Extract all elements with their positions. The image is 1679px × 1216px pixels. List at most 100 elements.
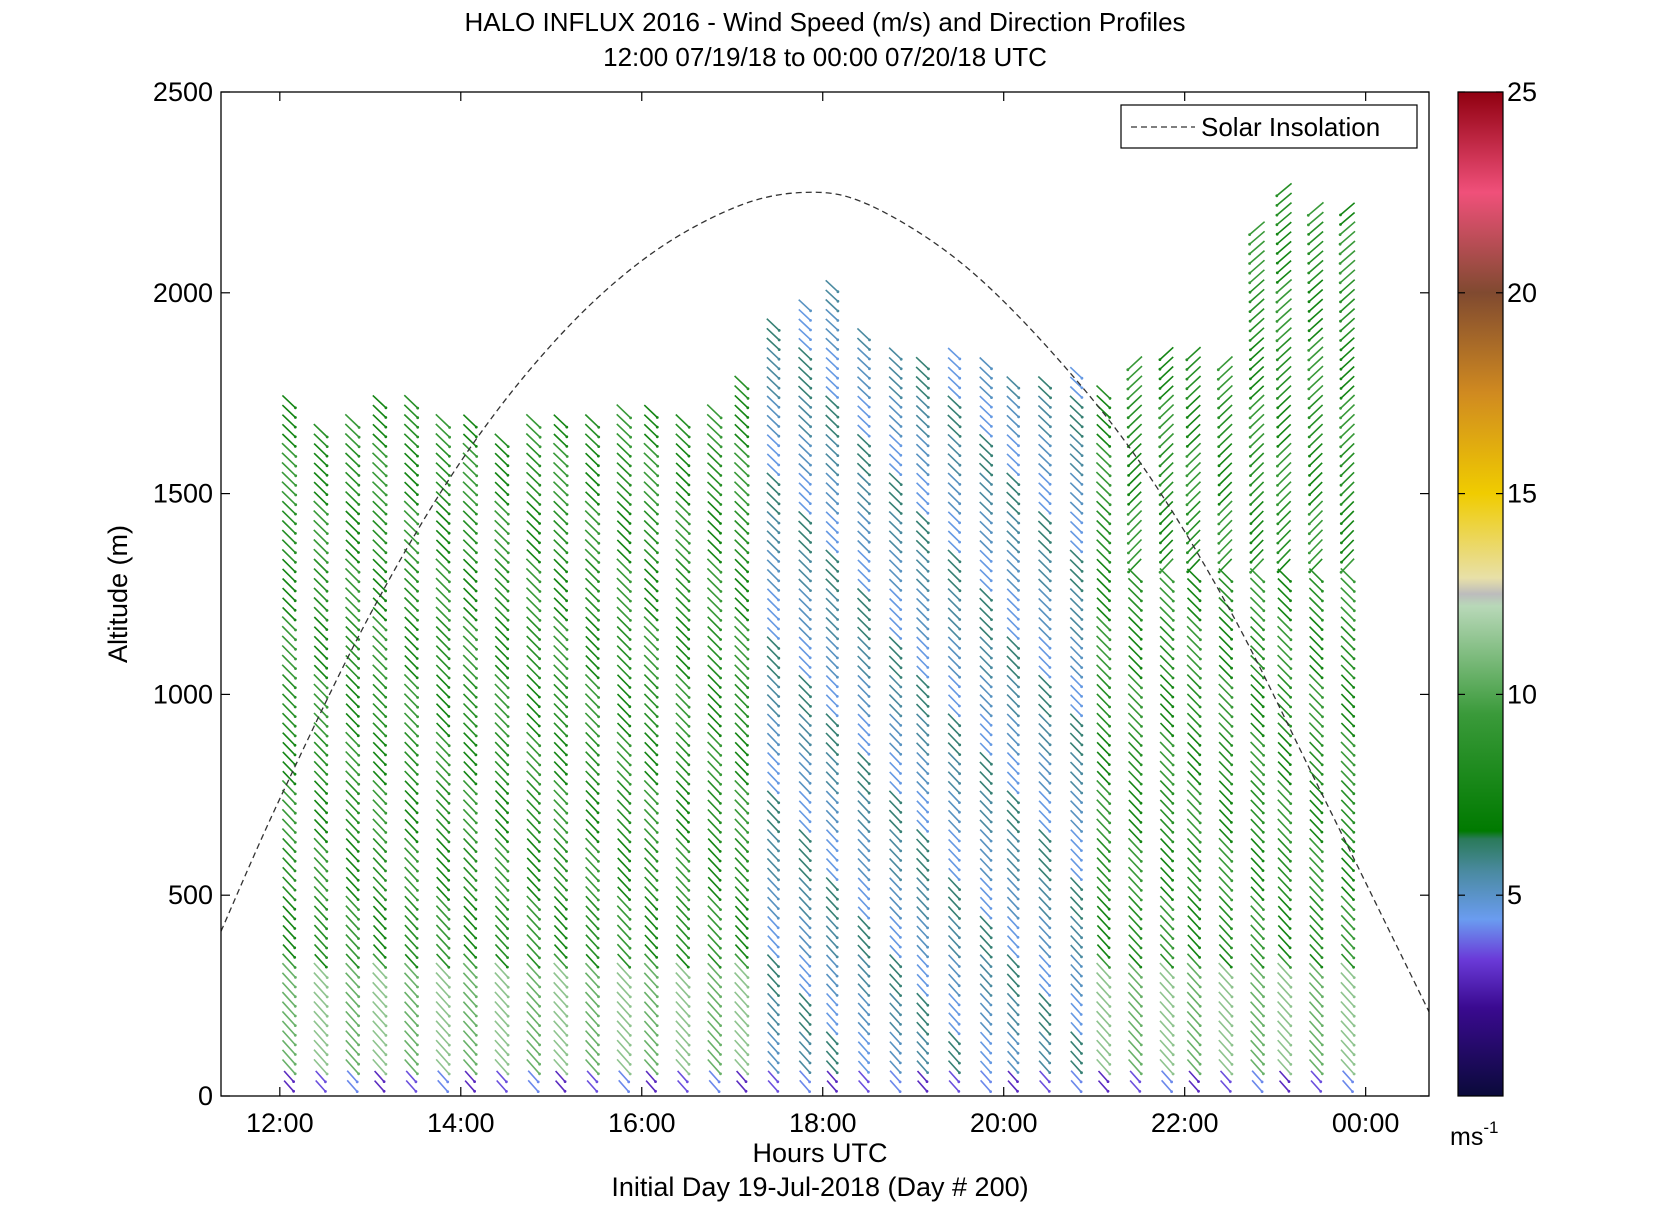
wind-barb [643, 1058, 658, 1075]
wind-barb [1159, 1020, 1174, 1036]
wind-barb [1006, 896, 1019, 910]
wind-barb [345, 866, 359, 881]
wind-barb-head [685, 1080, 689, 1084]
wind-barb [978, 462, 993, 476]
wind-barb-head [925, 1080, 929, 1083]
wind-barb [372, 1029, 387, 1046]
wind-barb-head [1140, 618, 1143, 622]
wind-barb [404, 1001, 419, 1017]
wind-barb [948, 992, 960, 1006]
wind-barb-head [384, 1014, 388, 1018]
wind-barb-head [868, 396, 871, 399]
wind-barb-head [1171, 927, 1175, 931]
wind-barb-head [746, 570, 749, 574]
wind-barb-head [957, 1080, 961, 1084]
wind-barb [1218, 1039, 1233, 1056]
wind-barb-head [809, 415, 812, 419]
wind-barb [1186, 702, 1201, 718]
wind-barb-head [506, 705, 510, 709]
wind-barb-head [357, 647, 360, 651]
wind-barb-head [1048, 482, 1052, 486]
wind-barb [435, 731, 450, 747]
wind-barb-head [506, 715, 510, 719]
wind-barb [798, 337, 812, 350]
wind-barb [345, 520, 360, 534]
wind-barb-head [384, 522, 388, 526]
wind-barb-head [809, 377, 813, 380]
wind-barb [404, 481, 418, 496]
wind-barb [462, 481, 478, 496]
wind-barb [526, 481, 541, 496]
wind-barb [1096, 693, 1111, 708]
wind-barb-head [1139, 869, 1143, 873]
wind-barb-head [1080, 782, 1084, 785]
wind-barb-head [957, 965, 961, 968]
wind-barb [888, 819, 902, 833]
wind-barb [1006, 588, 1019, 601]
wind-barb-head [718, 859, 722, 863]
wind-barb-head [1261, 888, 1265, 892]
wind-barb [1186, 818, 1201, 834]
wind-barb-head [1126, 368, 1130, 372]
wind-barb [1128, 558, 1142, 573]
wind-barb-head [447, 1053, 451, 1057]
wind-barb [345, 645, 360, 660]
wind-barb [1249, 327, 1265, 342]
wind-barb-head [1289, 879, 1292, 882]
wind-barb [675, 962, 690, 979]
wind-barb-head [1170, 1080, 1173, 1084]
wind-barb [552, 452, 568, 467]
wind-barb [494, 876, 509, 891]
wind-barb [616, 962, 631, 979]
wind-barb-head [718, 705, 722, 709]
wind-barb [947, 1060, 960, 1074]
wind-barb-head [447, 705, 451, 709]
wind-barb [1218, 626, 1233, 640]
wind-barb [947, 472, 961, 485]
wind-barb [1038, 848, 1051, 862]
wind-barb [707, 866, 721, 881]
wind-barb [1038, 1021, 1051, 1035]
wind-barb [915, 395, 929, 408]
wind-barb [766, 973, 780, 987]
wind-barb-head [1108, 397, 1112, 400]
wind-barb-head [506, 773, 510, 776]
wind-barb-head [474, 734, 478, 738]
wind-barb [1096, 866, 1110, 882]
wind-barb-head [1198, 1033, 1202, 1037]
wind-barb [734, 1000, 749, 1017]
wind-barb-head [447, 503, 451, 506]
wind-barb-head [505, 1080, 508, 1084]
wind-barb [915, 684, 929, 698]
wind-barb-head [867, 723, 871, 727]
wind-barb-head [384, 638, 388, 642]
wind-barb [1249, 423, 1265, 438]
wind-barb [372, 577, 387, 592]
wind-barb [1159, 674, 1174, 689]
wind-barb-head [655, 936, 659, 940]
wind-barb [643, 461, 659, 477]
wind-barb [345, 895, 360, 911]
wind-barb-head [628, 917, 632, 921]
wind-barb-head [989, 782, 993, 785]
wind-barb-head [777, 830, 780, 834]
wind-barb [494, 519, 509, 535]
wind-barb [733, 490, 749, 506]
wind-barb [372, 789, 387, 805]
wind-barb-head [1108, 580, 1111, 583]
wind-barb [889, 982, 902, 997]
wind-barb-head [746, 1005, 750, 1008]
wind-barb-head [899, 724, 903, 727]
wind-barb-head [809, 579, 812, 583]
wind-barb [1159, 972, 1174, 988]
wind-barb [403, 519, 419, 535]
wind-barb [1218, 895, 1233, 910]
wind-barb-head [835, 714, 839, 718]
wind-barb [345, 828, 359, 843]
wind-barb-head [356, 878, 360, 882]
wind-barb [1250, 616, 1265, 631]
wind-barb-head [384, 734, 388, 738]
wind-barb [1186, 693, 1201, 708]
wind-barb [1006, 424, 1020, 437]
wind-barb [584, 568, 600, 583]
